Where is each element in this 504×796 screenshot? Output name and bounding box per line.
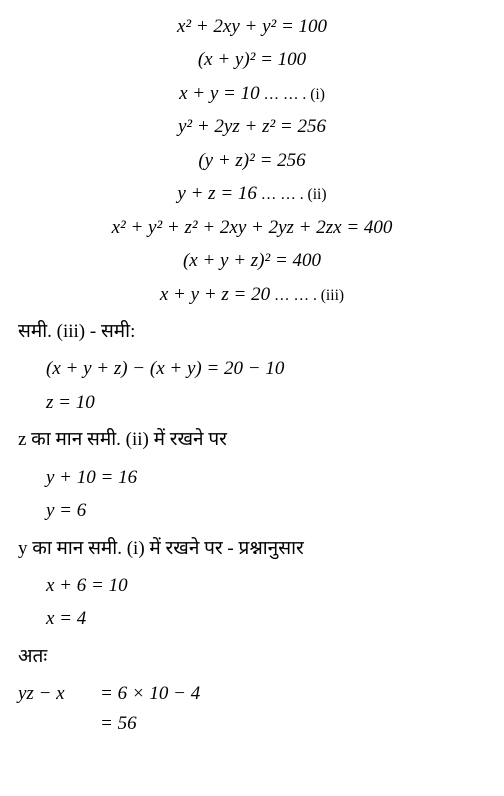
final-rhs-2: = 56 bbox=[100, 709, 137, 738]
text-4: अतः bbox=[18, 646, 47, 667]
eq2-text: (x + y)² = 100 bbox=[198, 49, 306, 70]
text-sub-z: z का मान समी. (ii) में रखने पर bbox=[10, 425, 494, 454]
equation-7: x² + y² + z² + 2xy + 2yz + 2zx = 400 bbox=[10, 213, 494, 242]
equation-2: (x + y)² = 100 bbox=[10, 45, 494, 74]
step5-text: x + 6 = 10 bbox=[46, 575, 128, 596]
eq5-text: (y + z)² = 256 bbox=[198, 150, 305, 171]
eq6-tag: … … . (ii) bbox=[257, 186, 327, 203]
eq9-math: x + y + z = 20 bbox=[160, 284, 270, 305]
step-5: x + 6 = 10 bbox=[10, 571, 494, 600]
equation-8: (x + y + z)² = 400 bbox=[10, 246, 494, 275]
step-3: y + 10 = 16 bbox=[10, 463, 494, 492]
equation-6: y + z = 16 … … . (ii) bbox=[10, 179, 494, 208]
eq3-math: x + y = 10 bbox=[179, 83, 260, 104]
text-subtract-eqs: समी. (iii) - समी: bbox=[10, 317, 494, 346]
step4-text: y = 6 bbox=[46, 500, 86, 521]
step-2: z = 10 bbox=[10, 388, 494, 417]
step-1: (x + y + z) − (x + y) = 20 − 10 bbox=[10, 354, 494, 383]
final-lhs: yz − x bbox=[18, 679, 100, 708]
equation-4: y² + 2yz + z² = 256 bbox=[10, 112, 494, 141]
step2-text: z = 10 bbox=[46, 392, 95, 413]
text-sub-y: y का मान समी. (i) में रखने पर - प्रश्नान… bbox=[10, 534, 494, 563]
final-line-1: yz − x = 6 × 10 − 4 bbox=[10, 679, 494, 708]
text-1: समी. (iii) - समी: bbox=[18, 321, 135, 342]
text-2: z का मान समी. (ii) में रखने पर bbox=[18, 429, 227, 450]
step1-text: (x + y + z) − (x + y) = 20 − 10 bbox=[46, 358, 284, 379]
final-rhs-1: = 6 × 10 − 4 bbox=[100, 679, 200, 708]
eq8-text: (x + y + z)² = 400 bbox=[183, 250, 321, 271]
equation-9: x + y + z = 20 … … . (iii) bbox=[10, 280, 494, 309]
text-therefore: अतः bbox=[10, 642, 494, 671]
equation-5: (y + z)² = 256 bbox=[10, 146, 494, 175]
equation-3: x + y = 10 … … . (i) bbox=[10, 79, 494, 108]
step3-text: y + 10 = 16 bbox=[46, 467, 137, 488]
eq6-math: y + z = 16 bbox=[177, 183, 256, 204]
final-lhs-blank bbox=[18, 709, 100, 738]
step6-text: x = 4 bbox=[46, 608, 86, 629]
equation-1: x² + 2xy + y² = 100 bbox=[10, 12, 494, 41]
step-4: y = 6 bbox=[10, 496, 494, 525]
text-3: y का मान समी. (i) में रखने पर - प्रश्नान… bbox=[18, 538, 304, 559]
final-line-2: = 56 bbox=[10, 709, 494, 738]
eq3-tag: … … . (i) bbox=[260, 86, 325, 103]
step-6: x = 4 bbox=[10, 604, 494, 633]
eq7-text: x² + y² + z² + 2xy + 2yz + 2zx = 400 bbox=[112, 217, 393, 238]
eq4-text: y² + 2yz + z² = 256 bbox=[178, 116, 326, 137]
eq1-text: x² + 2xy + y² = 100 bbox=[177, 16, 327, 37]
eq9-tag: … … . (iii) bbox=[270, 287, 344, 304]
